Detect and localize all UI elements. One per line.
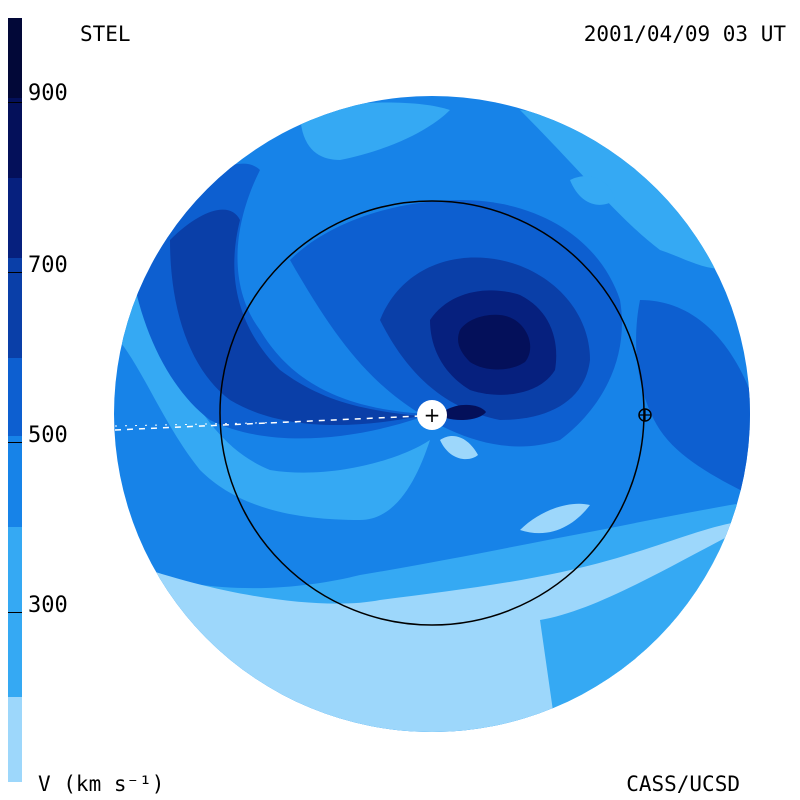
scale-tick-label-500: 500	[28, 423, 68, 448]
scale-level-800-900	[8, 98, 22, 178]
velocity-color-scale	[8, 18, 22, 782]
velocity-units-label: V (km s⁻¹)	[38, 772, 165, 796]
earth-icon	[638, 408, 652, 422]
scale-level-400-500	[8, 436, 22, 527]
scale-tick-label-300: 300	[28, 593, 68, 618]
scale-tick-label-900: 900	[28, 81, 68, 106]
credit-label: CASS/UCSD	[626, 772, 740, 796]
scale-level-700-800	[8, 178, 22, 258]
scale-level-200-300	[8, 697, 22, 782]
timestamp-label: 2001/04/09 03 UT	[583, 22, 786, 46]
scale-tick-300	[8, 612, 22, 613]
earth-orbit-circle	[219, 200, 645, 626]
scale-tick-500	[8, 442, 22, 443]
scale-tick-label-700: 700	[28, 253, 68, 278]
scale-level-500-600	[8, 358, 22, 436]
scale-tick-700	[8, 272, 22, 273]
scale-tick-900	[8, 102, 22, 103]
sun-marker	[417, 400, 447, 430]
line-of-sight-path	[114, 415, 421, 431]
scale-level-600-700	[8, 258, 22, 358]
instrument-label: STEL	[80, 22, 131, 46]
sun-symbol: +	[424, 403, 441, 427]
scale-level-900-1000	[8, 18, 22, 98]
